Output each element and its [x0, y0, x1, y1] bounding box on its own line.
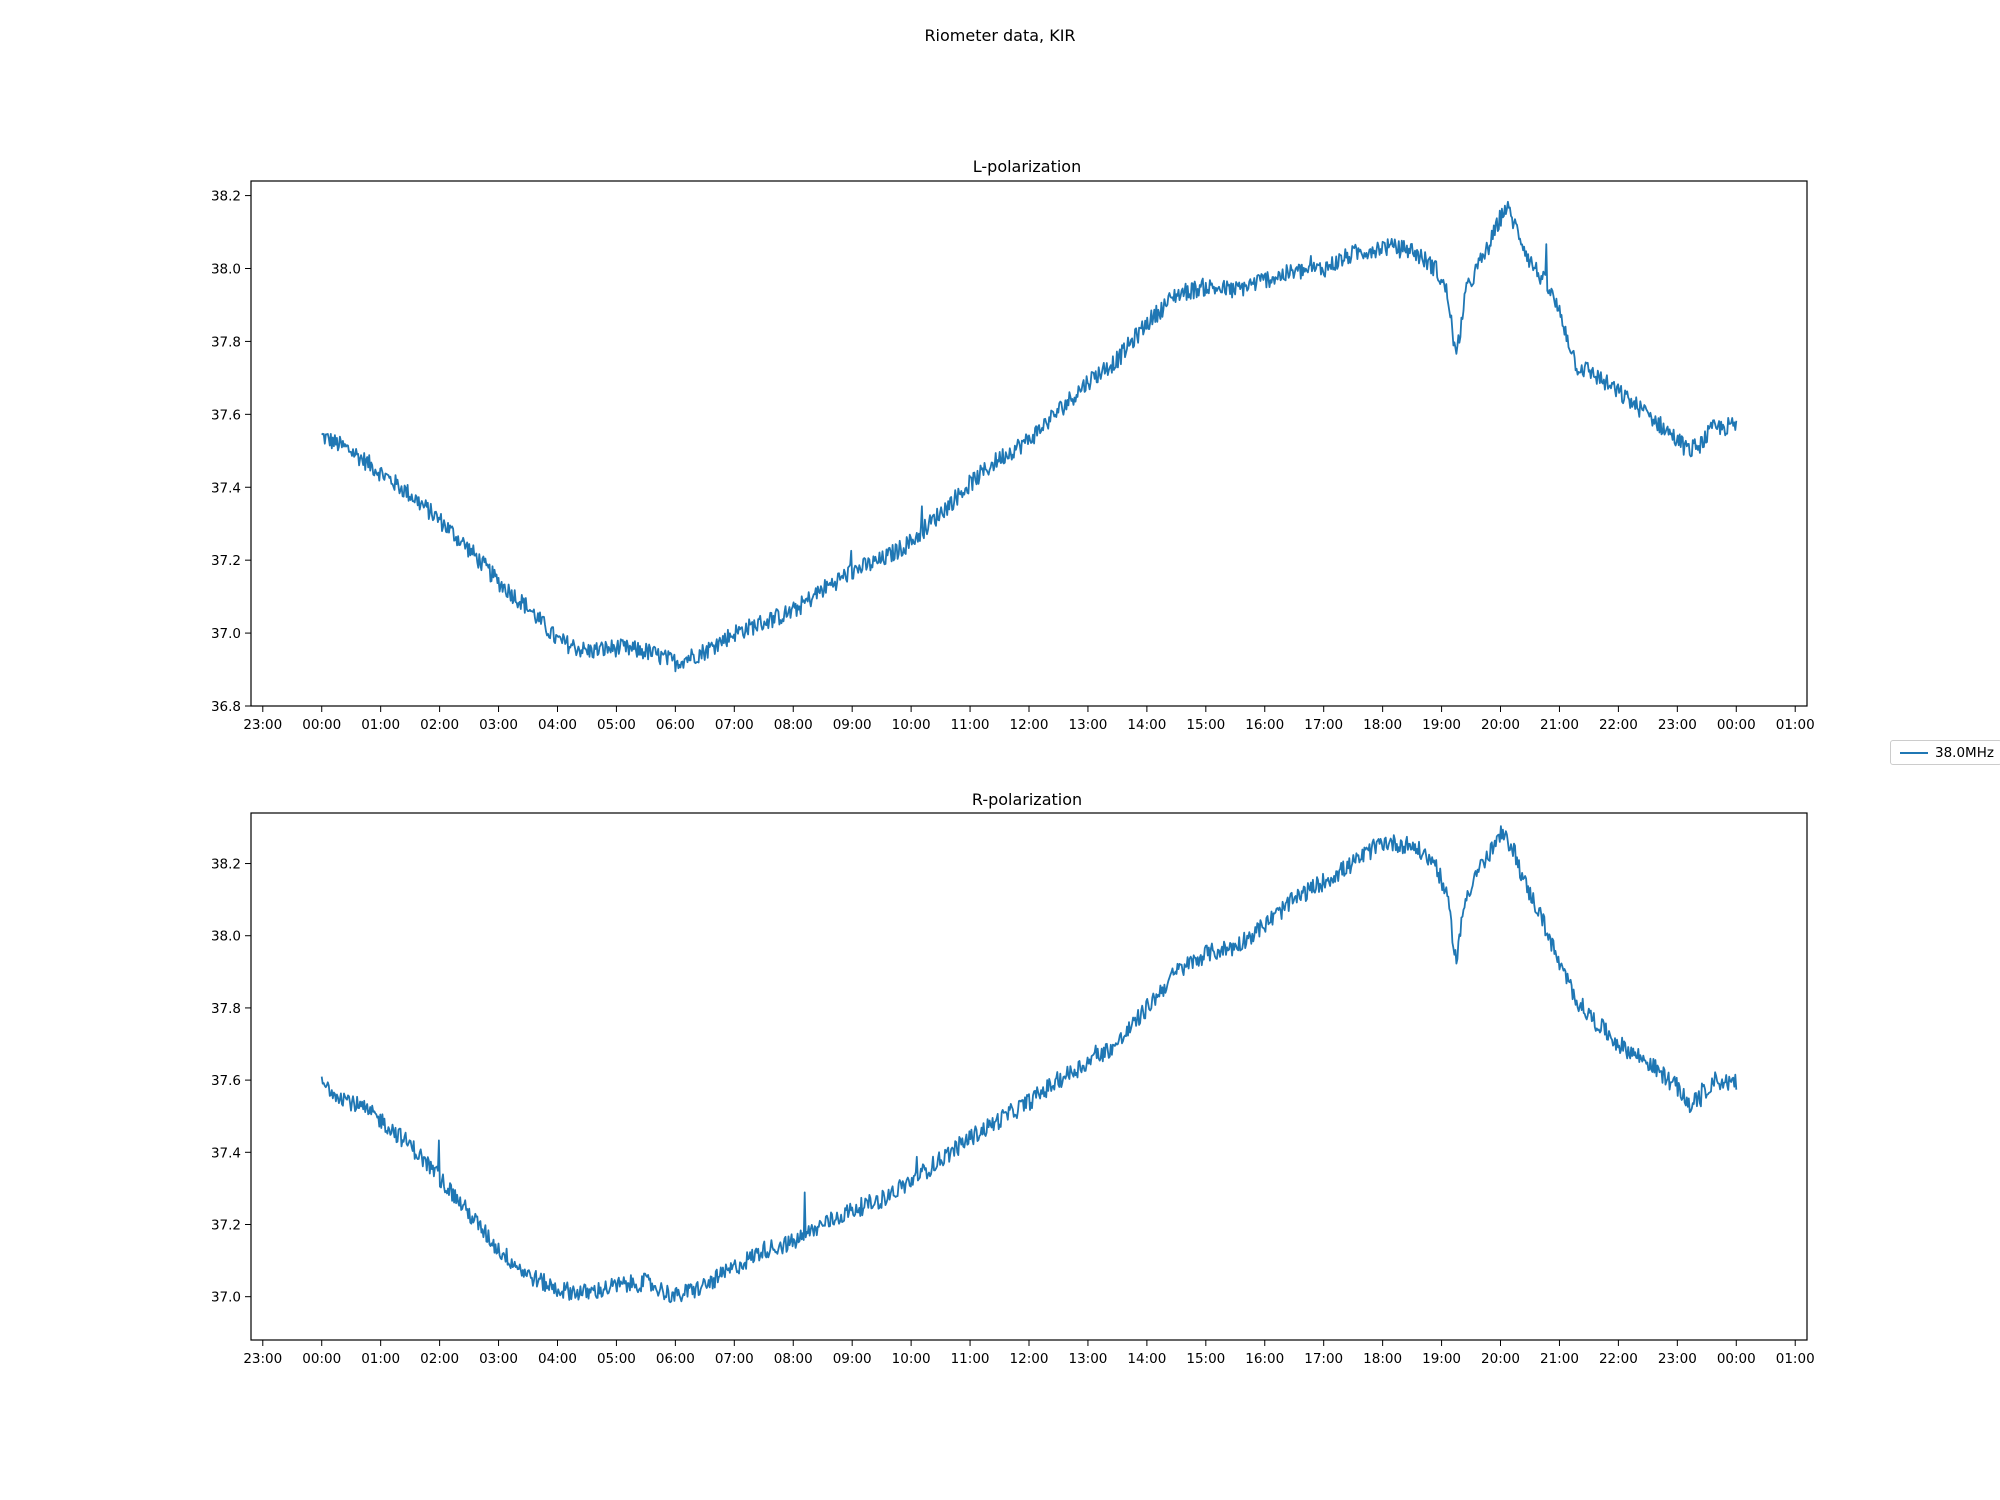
- r-xtick-label: 22:00: [1599, 1351, 1638, 1367]
- r-xtick-label: 12:00: [1010, 1351, 1049, 1367]
- r-ytick-label: 37.2: [211, 1217, 241, 1233]
- r-xtick-label: 01:00: [1776, 1351, 1815, 1367]
- r-xtick-label: 23:00: [243, 1351, 282, 1367]
- r-xtick-label: 04:00: [538, 1351, 577, 1367]
- l-xtick-label: 13:00: [1068, 717, 1107, 733]
- l-xtick-label: 21:00: [1540, 717, 1579, 733]
- l-xtick-label: 03:00: [479, 717, 518, 733]
- l-ytick-label: 37.6: [211, 407, 241, 423]
- l-xtick-label: 18:00: [1363, 717, 1402, 733]
- r-xtick-label: 01:00: [361, 1351, 400, 1367]
- l-xtick-label: 08:00: [774, 717, 813, 733]
- r-xtick-label: 16:00: [1245, 1351, 1284, 1367]
- l-xtick-label: 14:00: [1127, 717, 1166, 733]
- l-xtick-label: 11:00: [951, 717, 990, 733]
- legend-line-swatch: [1900, 752, 1928, 754]
- r-polarization-axes: R-polarization 23:00 00:00 01:00 02:00 03:00…: [211, 790, 1815, 1367]
- r-xtick-label: 00:00: [1717, 1351, 1756, 1367]
- l-ytick-label: 37.4: [211, 480, 241, 496]
- r-xtick-label: 11:00: [951, 1351, 990, 1367]
- l-xtick-label: 01:00: [1776, 717, 1815, 733]
- l-xtick-label: 07:00: [715, 717, 754, 733]
- l-polarization-frame: [250, 180, 1808, 707]
- l-ytick-label: 37.2: [211, 553, 241, 569]
- legend-label: 38.0MHz: [1935, 745, 1994, 761]
- r-xtick-label: 23:00: [1658, 1351, 1697, 1367]
- r-xtick-label: 17:00: [1304, 1351, 1343, 1367]
- l-xtick-label: 20:00: [1481, 717, 1520, 733]
- l-ytick-label: 38.0: [211, 262, 241, 278]
- r-ytick-label: 37.4: [211, 1145, 241, 1161]
- r-ytick-label: 38.0: [211, 929, 241, 945]
- l-xtick-label: 23:00: [1658, 717, 1697, 733]
- r-xtick-label: 05:00: [597, 1351, 636, 1367]
- r-xtick-label: 21:00: [1540, 1351, 1579, 1367]
- l-polarization-axes: L-polarization 23:00 00:00 01:00 02:00 03:00…: [211, 157, 1815, 733]
- l-ytick-label: 36.8: [211, 699, 241, 715]
- l-xtick-label: 15:00: [1186, 717, 1225, 733]
- r-polarization-title: R-polarization: [972, 790, 1082, 809]
- l-xtick-label: 09:00: [833, 717, 872, 733]
- l-xtick-label: 19:00: [1422, 717, 1461, 733]
- r-xtick-label: 08:00: [774, 1351, 813, 1367]
- r-xtick-label: 07:00: [715, 1351, 754, 1367]
- l-xtick-label: 02:00: [420, 717, 459, 733]
- r-ytick-label: 37.6: [211, 1073, 241, 1089]
- r-xtick-label: 18:00: [1363, 1351, 1402, 1367]
- l-xtick-label: 04:00: [538, 717, 577, 733]
- l-polarization-title: L-polarization: [973, 157, 1081, 176]
- r-xtick-label: 06:00: [656, 1351, 695, 1367]
- l-xtick-label: 23:00: [243, 717, 282, 733]
- r-xtick-label: 19:00: [1422, 1351, 1461, 1367]
- r-ytick-label: 38.2: [211, 857, 241, 873]
- r-ytick-label: 37.0: [211, 1290, 241, 1306]
- r-xtick-label: 14:00: [1127, 1351, 1166, 1367]
- l-ytick-label: 38.2: [211, 189, 241, 205]
- l-xtick-label: 01:00: [361, 717, 400, 733]
- l-xtick-label: 10:00: [892, 717, 931, 733]
- r-xtick-label: 02:00: [420, 1351, 459, 1367]
- figure-title: Riometer data, KIR: [924, 26, 1076, 45]
- r-xtick-label: 20:00: [1481, 1351, 1520, 1367]
- l-ytick-label: 37.0: [211, 626, 241, 642]
- r-xtick-label: 03:00: [479, 1351, 518, 1367]
- r-xtick-label: 13:00: [1068, 1351, 1107, 1367]
- l-series-line: [321, 200, 1738, 673]
- l-xtick-label: 16:00: [1245, 717, 1284, 733]
- l-xtick-label: 05:00: [597, 717, 636, 733]
- l-xtick-label: 17:00: [1304, 717, 1343, 733]
- r-xtick-label: 15:00: [1186, 1351, 1225, 1367]
- l-xtick-label: 12:00: [1010, 717, 1049, 733]
- l-ytick-label: 37.8: [211, 334, 241, 350]
- l-xtick-label: 22:00: [1599, 717, 1638, 733]
- r-polarization-frame: [250, 812, 1808, 1341]
- r-xtick-label: 09:00: [833, 1351, 872, 1367]
- l-xtick-label: 00:00: [1717, 717, 1756, 733]
- legend: 38.0MHz: [1890, 740, 2000, 765]
- l-xtick-label: 00:00: [302, 717, 341, 733]
- l-xtick-label: 06:00: [656, 717, 695, 733]
- r-ytick-label: 37.8: [211, 1001, 241, 1017]
- r-xtick-label: 10:00: [892, 1351, 931, 1367]
- r-xtick-label: 00:00: [302, 1351, 341, 1367]
- r-series-line: [320, 825, 1738, 1304]
